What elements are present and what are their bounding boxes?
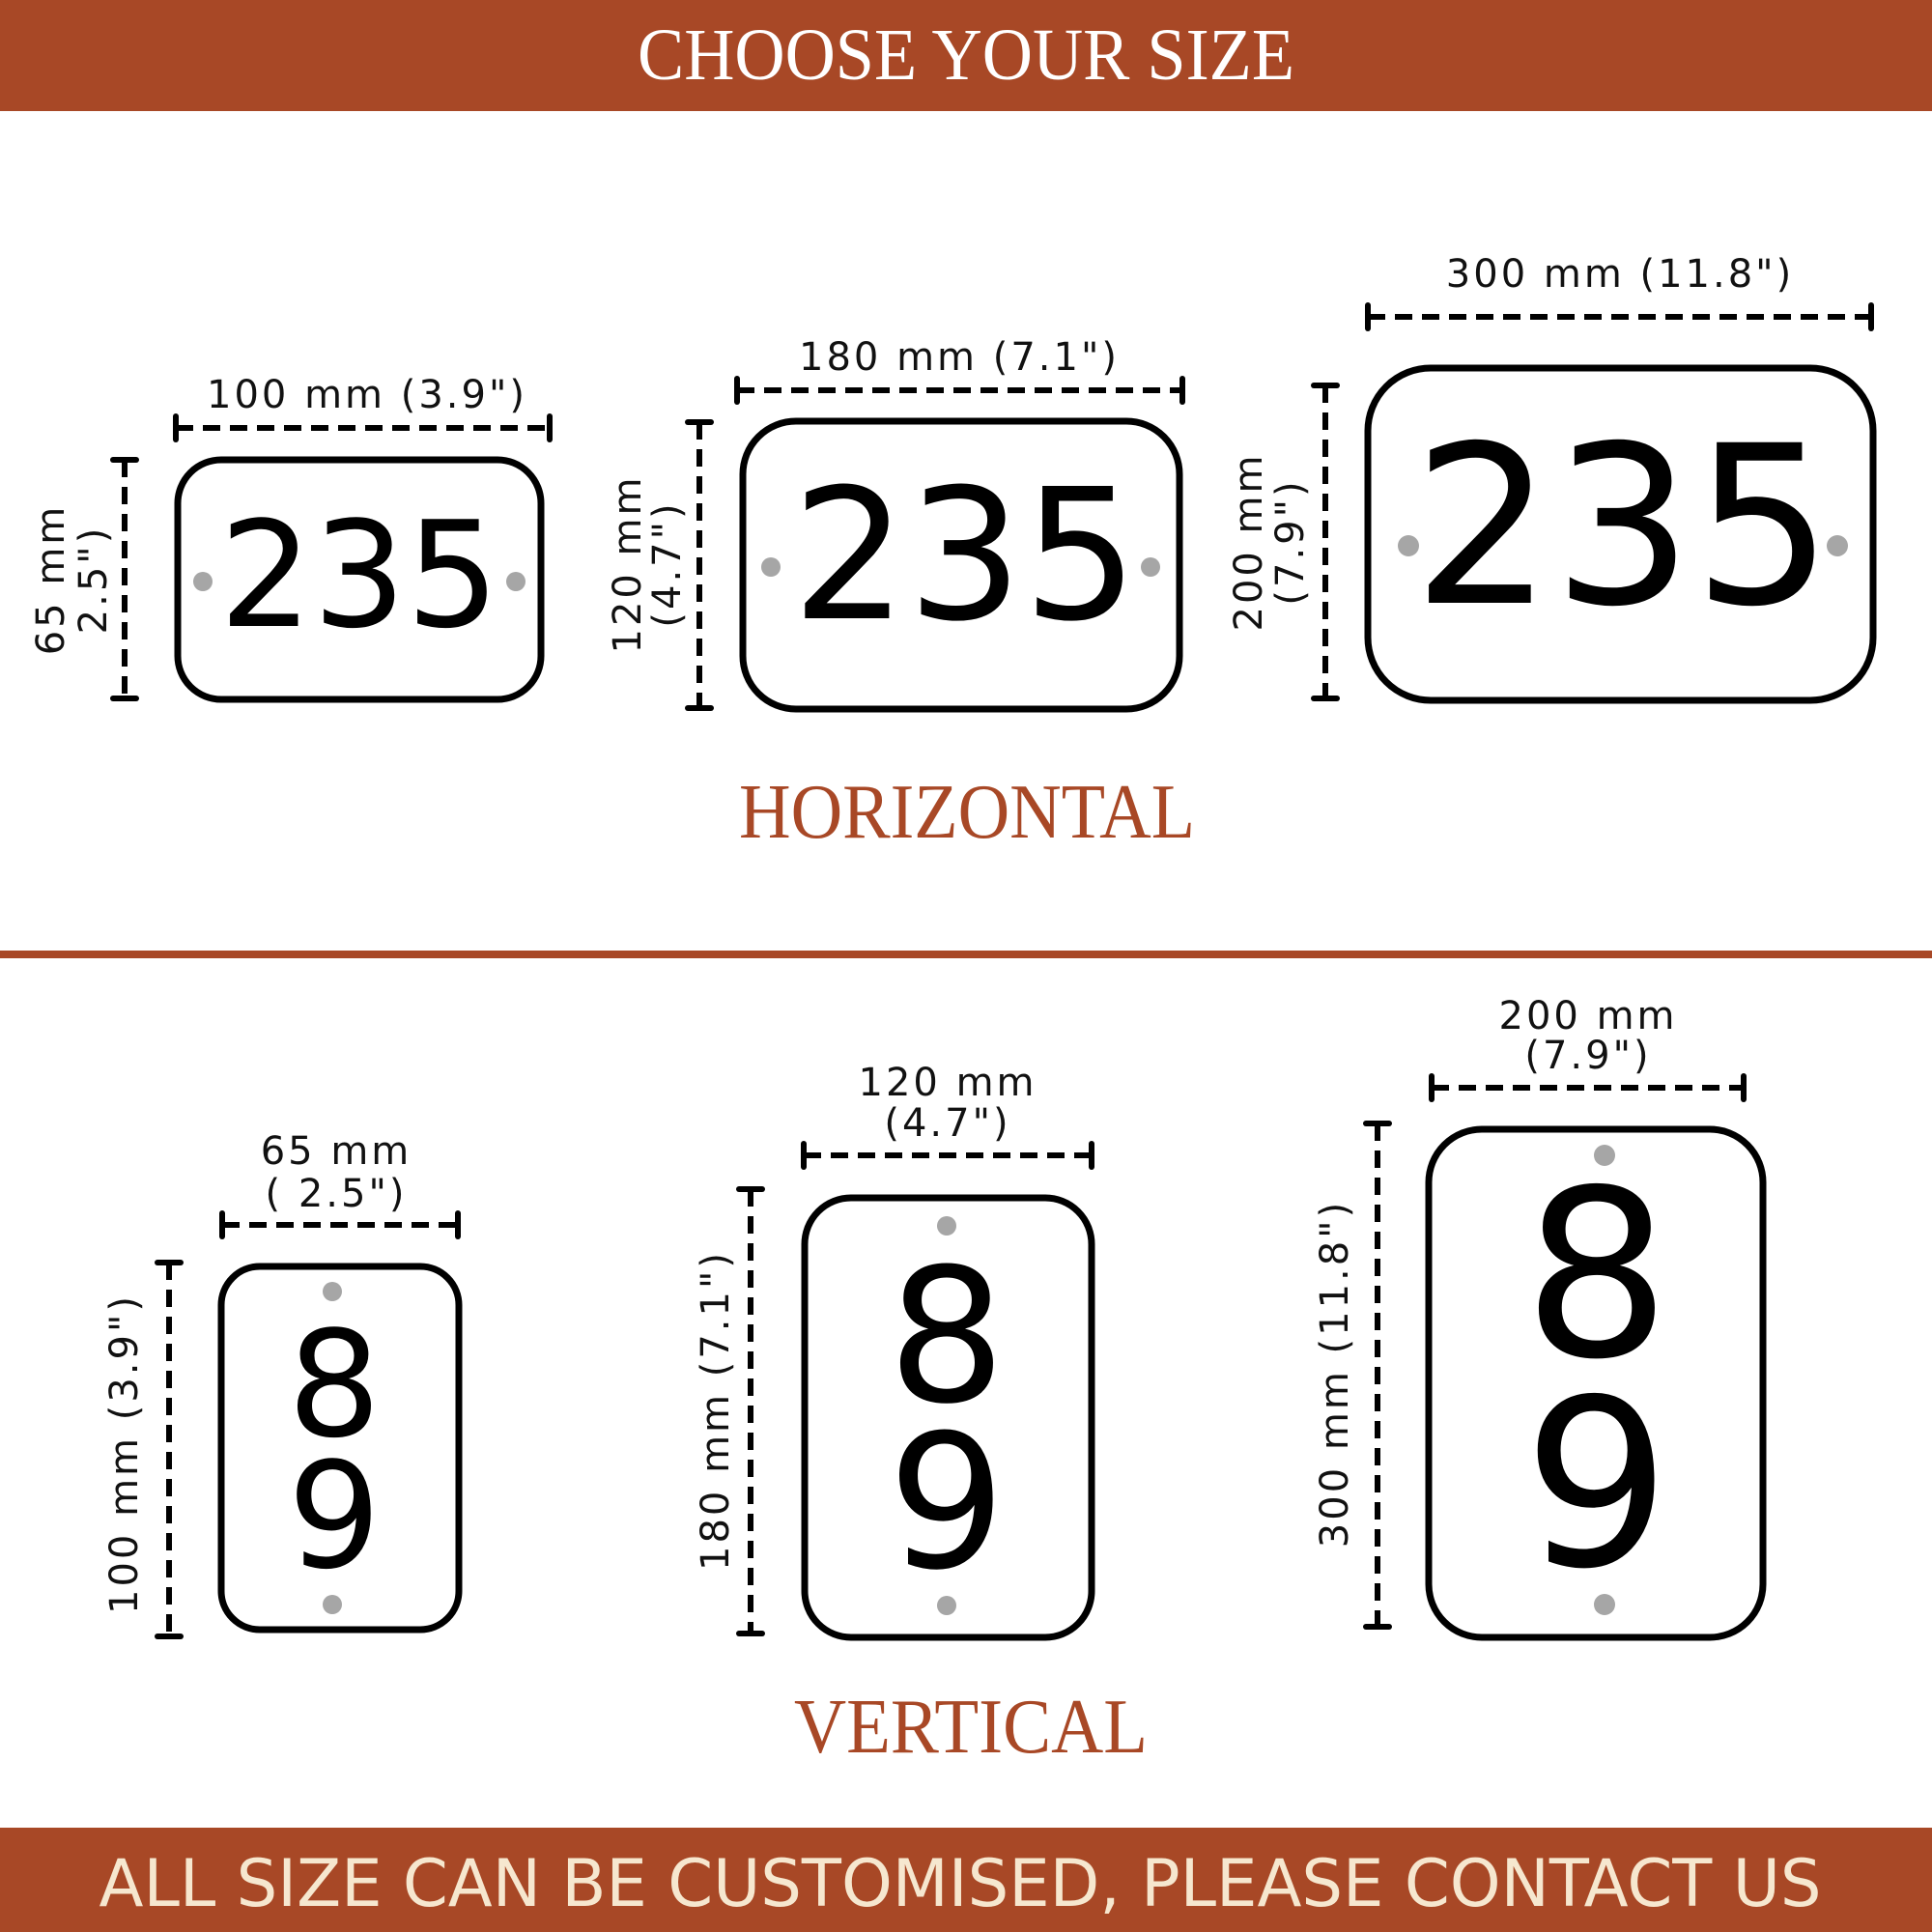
section-divider <box>0 951 1932 958</box>
height-label: 100 mm (3.9") <box>102 1293 147 1614</box>
page-title: CHOOSE YOUR SIZE <box>638 14 1294 96</box>
vertical-plate-small: 65 mm ( 2.5") 100 mm (3.9") 8 9 <box>102 1129 463 1639</box>
height-label-inches: 2.5") <box>71 526 116 635</box>
width-label: 180 mm (7.1") <box>799 335 1120 380</box>
footer-banner <box>0 1828 1932 1932</box>
house-number-digit: 9 <box>888 1396 1006 1611</box>
house-number: 235 <box>219 490 499 661</box>
mounting-hole <box>323 1595 342 1614</box>
mounting-hole <box>193 572 213 591</box>
vertical-plate-medium: 120 mm (4.7") 180 mm (7.1") 8 9 <box>694 1061 1095 1641</box>
plate <box>739 417 1183 713</box>
height-label: 300 mm (11.8") <box>1313 1200 1357 1548</box>
width-label-inches: ( 2.5") <box>266 1172 408 1216</box>
mounting-hole <box>1141 557 1160 577</box>
width-label: 100 mm (3.9") <box>207 373 527 417</box>
width-label: 300 mm (11.8") <box>1446 252 1794 297</box>
plate <box>174 456 545 703</box>
height-label: 200 mm <box>1227 453 1271 632</box>
width-label-inches: (4.7") <box>884 1101 1010 1146</box>
vertical-plate-large: 200 mm (7.9") 300 mm (11.8") 8 9 <box>1313 994 1767 1641</box>
vertical-section-label: VERTICAL <box>794 1685 1148 1770</box>
width-label: 200 mm <box>1499 994 1678 1038</box>
mounting-hole <box>506 572 526 591</box>
mounting-hole <box>1594 1145 1615 1166</box>
house-number-digit: 8 <box>888 1230 1006 1445</box>
house-number-digit: 9 <box>288 1431 382 1602</box>
horizontal-plate-medium: 180 mm (7.1") 120 mm (4.7") 235 <box>606 335 1185 713</box>
header-banner <box>0 0 1932 111</box>
height-label: 65 mm <box>29 504 73 656</box>
width-label: 120 mm <box>859 1061 1037 1105</box>
height-label: 120 mm <box>606 475 650 654</box>
plate <box>1425 1125 1767 1641</box>
house-number: 235 <box>792 450 1139 662</box>
mounting-hole <box>1594 1594 1615 1615</box>
horizontal-section-label: HORIZONTAL <box>739 770 1195 855</box>
mounting-hole <box>1398 535 1419 556</box>
height-label-inches: (4.7") <box>645 500 690 627</box>
plate <box>1364 364 1877 704</box>
height-label: 180 mm (7.1") <box>694 1250 738 1571</box>
plate <box>801 1194 1095 1641</box>
plate <box>217 1263 463 1634</box>
mounting-hole <box>323 1282 342 1301</box>
footer-message: ALL SIZE CAN BE CUSTOMISED, PLEASE CONTA… <box>99 1846 1822 1922</box>
house-number-digit: 9 <box>1523 1350 1671 1620</box>
mounting-hole <box>1827 535 1848 556</box>
mounting-hole <box>937 1596 956 1615</box>
house-number-digit: 8 <box>1523 1140 1671 1410</box>
horizontal-plate-small: 100 mm (3.9") 65 mm 2.5") 235 <box>29 373 553 703</box>
width-label-inches: (7.9") <box>1524 1034 1651 1078</box>
horizontal-plate-large: 300 mm (11.8") 200 mm (7.9") 235 <box>1227 252 1877 704</box>
house-number: 235 <box>1412 398 1833 655</box>
mounting-hole <box>761 557 781 577</box>
height-label-inches: (7.9") <box>1268 478 1313 605</box>
width-label: 65 mm <box>261 1129 412 1174</box>
house-number-digit: 8 <box>288 1299 382 1470</box>
mounting-hole <box>937 1216 956 1236</box>
